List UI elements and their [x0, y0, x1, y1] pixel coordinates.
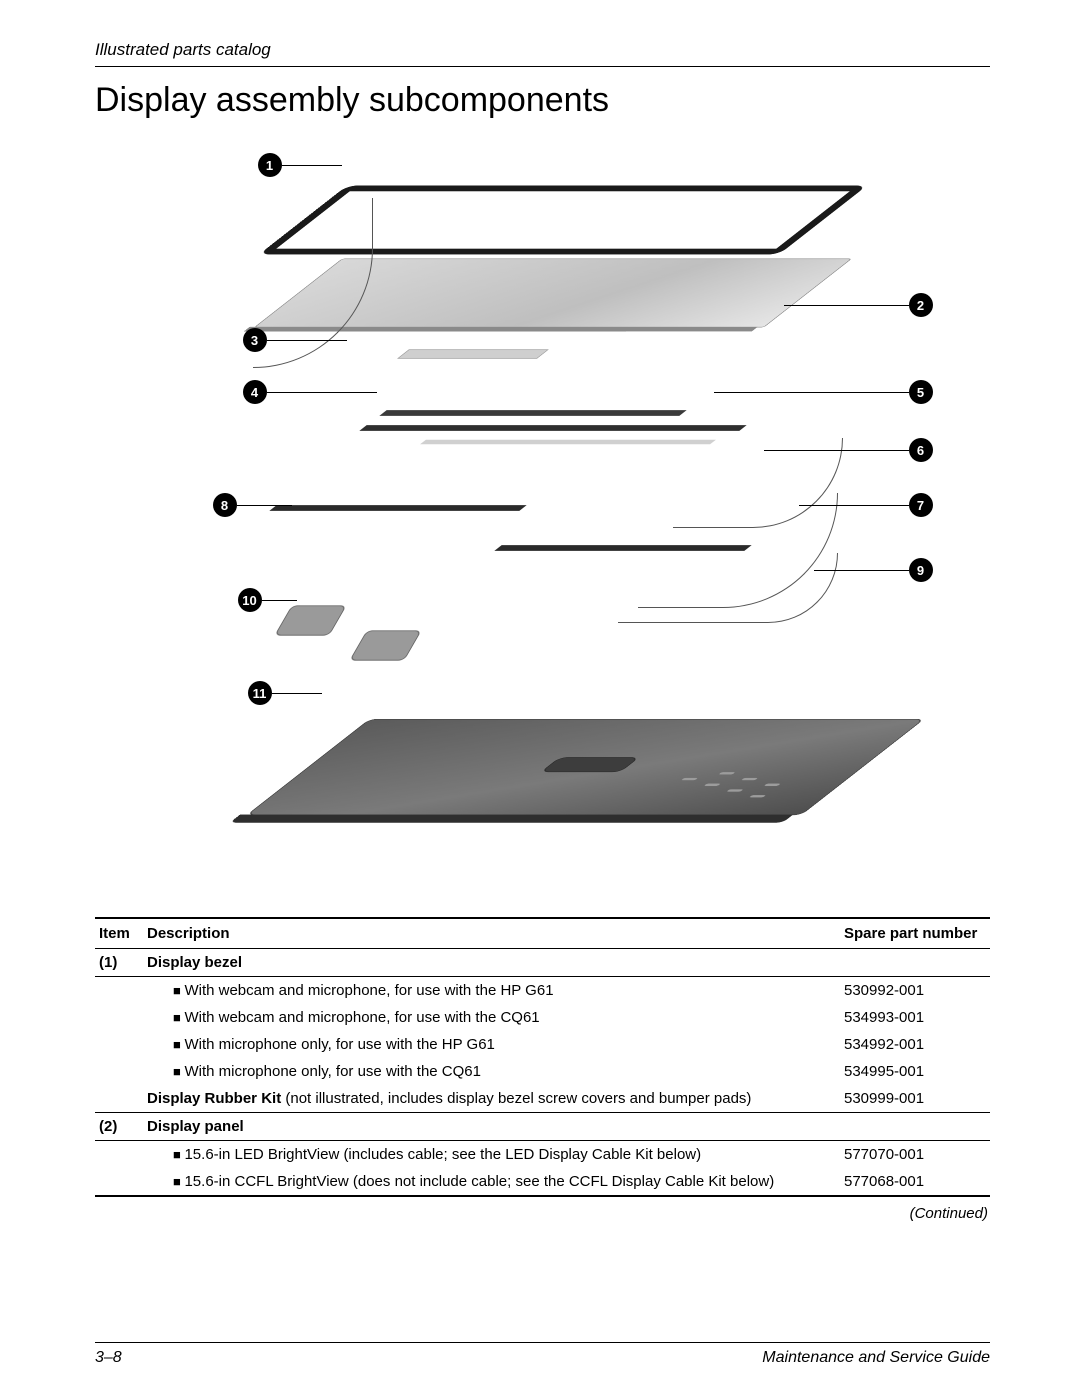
row-desc: With microphone only, for use with the H… [143, 1031, 840, 1058]
shape-cable-4 [618, 553, 838, 623]
callout-6: 6 [909, 438, 933, 462]
section-name: Display bezel [143, 949, 840, 977]
footer-page-number: 3–8 [95, 1349, 122, 1367]
row-spn: 577068-001 [840, 1168, 990, 1196]
shape-hinge-1 [274, 605, 347, 635]
row-spn: 530992-001 [840, 977, 990, 1005]
row-desc: 15.6-in CCFL BrightView (does not includ… [143, 1168, 840, 1196]
exploded-diagram: 1 2 3 4 5 6 7 8 9 10 11 [153, 138, 933, 893]
callout-5: 5 [909, 380, 933, 404]
note-row: Display Rubber Kit (not illustrated, inc… [95, 1085, 990, 1113]
shape-rail-left [269, 505, 526, 511]
shape-strip-3 [420, 440, 716, 445]
table-row: With microphone only, for use with the C… [95, 1058, 990, 1085]
shape-strip-1 [379, 410, 686, 416]
shape-camera-board [397, 349, 549, 358]
col-description: Description [143, 918, 840, 949]
col-spare: Spare part number [840, 918, 990, 949]
row-spn: 577070-001 [840, 1141, 990, 1169]
table-row: With webcam and microphone, for use with… [95, 1004, 990, 1031]
section-name: Display panel [143, 1113, 840, 1141]
table-header-row: Item Description Spare part number [95, 918, 990, 949]
callout-8: 8 [213, 493, 237, 517]
callout-2: 2 [909, 293, 933, 317]
footer-doc-title: Maintenance and Service Guide [762, 1349, 990, 1367]
section-row: (1) Display bezel [95, 949, 990, 977]
row-desc: 15.6-in LED BrightView (includes cable; … [143, 1141, 840, 1169]
callout-4: 4 [243, 380, 267, 404]
shape-back-cover [246, 719, 924, 815]
callout-7: 7 [909, 493, 933, 517]
row-spn: 534995-001 [840, 1058, 990, 1085]
section-row: (2) Display panel [95, 1113, 990, 1141]
row-spn: 534993-001 [840, 1004, 990, 1031]
note-desc: Display Rubber Kit (not illustrated, inc… [143, 1085, 840, 1113]
callout-11: 11 [248, 681, 272, 705]
row-spn: 534992-001 [840, 1031, 990, 1058]
continued-label: (Continued) [95, 1197, 990, 1222]
callout-1: 1 [258, 153, 282, 177]
row-desc: With microphone only, for use with the C… [143, 1058, 840, 1085]
note-spn: 530999-001 [840, 1085, 990, 1113]
section-item: (2) [95, 1113, 143, 1141]
callout-3: 3 [243, 328, 267, 352]
col-item: Item [95, 918, 143, 949]
table-row: With webcam and microphone, for use with… [95, 977, 990, 1005]
parts-table: Item Description Spare part number (1) D… [95, 917, 990, 1197]
note-bold: Display Rubber Kit [147, 1090, 281, 1107]
row-desc: With webcam and microphone, for use with… [143, 977, 840, 1005]
table-row: With microphone only, for use with the H… [95, 1031, 990, 1058]
table-row: 15.6-in CCFL BrightView (does not includ… [95, 1168, 990, 1196]
shape-strip-2 [359, 425, 746, 431]
row-desc: With webcam and microphone, for use with… [143, 1004, 840, 1031]
shape-hinge-2 [349, 630, 422, 660]
callout-9: 9 [909, 558, 933, 582]
shape-cable-1 [253, 198, 373, 368]
page-title: Display assembly subcomponents [95, 81, 990, 120]
note-rest: (not illustrated, includes display bezel… [281, 1090, 751, 1107]
table-row: 15.6-in LED BrightView (includes cable; … [95, 1141, 990, 1169]
section-item: (1) [95, 949, 143, 977]
callout-10: 10 [238, 588, 262, 612]
page-header: Illustrated parts catalog [95, 40, 990, 67]
page-footer: 3–8 Maintenance and Service Guide [95, 1342, 990, 1367]
